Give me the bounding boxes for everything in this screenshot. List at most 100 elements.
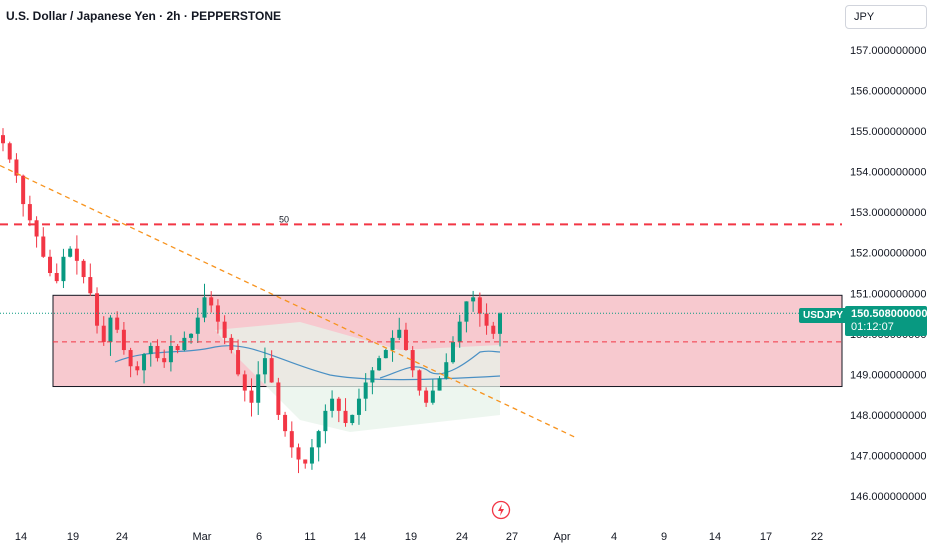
x-tick-label: 19 bbox=[405, 531, 417, 543]
x-tick-label: 11 bbox=[304, 531, 315, 543]
current-price-tag: 150.508000000 01:12:07 bbox=[845, 306, 927, 336]
x-tick-label: 4 bbox=[611, 531, 617, 543]
candle-body bbox=[289, 431, 294, 448]
candle-body bbox=[303, 459, 308, 464]
candle-body bbox=[27, 204, 32, 221]
y-tick-label: 154.000000000 bbox=[850, 167, 926, 179]
candle-body bbox=[323, 410, 328, 432]
candle-body bbox=[34, 220, 39, 237]
moving-average-fast bbox=[379, 350, 501, 379]
candle-body bbox=[377, 358, 382, 371]
symbol-tag: USDJPY bbox=[799, 308, 848, 323]
candle-body bbox=[417, 370, 422, 391]
candle-body bbox=[41, 236, 46, 257]
chart-title: U.S. Dollar / Japanese Yen · 2h · PEPPER… bbox=[6, 9, 281, 23]
x-axis: 14 19 24 Mar 6 11 14 19 24 27 Apr 4 9 14 17 22 bbox=[15, 531, 823, 543]
y-tick-label: 146.000000000 bbox=[850, 491, 926, 503]
candle-body bbox=[195, 317, 200, 334]
candle-body bbox=[189, 333, 194, 338]
y-tick-label: 156.000000000 bbox=[850, 86, 926, 98]
candle-body bbox=[7, 143, 12, 160]
candle-body bbox=[61, 256, 66, 282]
candle-body bbox=[444, 362, 449, 379]
level-label: 50 bbox=[279, 214, 289, 224]
trend-line bbox=[0, 164, 576, 438]
candle-body bbox=[430, 390, 435, 403]
candle-body bbox=[215, 305, 220, 322]
candle-body bbox=[202, 297, 207, 318]
candle-body bbox=[121, 329, 126, 351]
candle-body bbox=[54, 273, 59, 282]
candle-body bbox=[356, 398, 361, 415]
y-tick-label: 152.000000000 bbox=[850, 248, 926, 260]
candle-body bbox=[48, 256, 53, 273]
x-tick-label: 6 bbox=[256, 531, 262, 543]
y-tick-label: 149.000000000 bbox=[850, 369, 926, 381]
candle-body bbox=[128, 350, 133, 367]
candle-body bbox=[108, 317, 113, 342]
candle-body bbox=[363, 382, 368, 399]
candle-body bbox=[236, 350, 241, 375]
candle-body bbox=[88, 277, 93, 294]
y-axis: 157.000000000 156.000000000 155.000000000 1… bbox=[850, 45, 926, 503]
candle-body bbox=[95, 293, 100, 326]
lightning-icon[interactable] bbox=[491, 500, 511, 520]
candle-body bbox=[21, 175, 26, 205]
candle-body bbox=[256, 374, 261, 403]
y-tick-label: 151.000000000 bbox=[850, 288, 926, 300]
candle-body bbox=[276, 382, 281, 415]
x-tick-label: 14 bbox=[354, 531, 366, 543]
x-tick-label: 27 bbox=[506, 531, 518, 543]
candle-body bbox=[491, 325, 496, 334]
x-tick-label: 22 bbox=[811, 531, 823, 543]
candle-body bbox=[182, 337, 187, 351]
candle-body bbox=[68, 248, 73, 257]
candle-body bbox=[350, 414, 355, 424]
candle-body bbox=[229, 337, 234, 351]
y-tick-label: 157.000000000 bbox=[850, 45, 926, 57]
candle-body bbox=[81, 260, 86, 278]
candle-body bbox=[450, 341, 455, 363]
candle-body bbox=[249, 390, 254, 403]
candle-body bbox=[142, 354, 147, 371]
candle-body bbox=[14, 159, 19, 176]
candle-body bbox=[283, 414, 288, 432]
candle-body bbox=[74, 248, 79, 261]
candle-body bbox=[403, 329, 408, 351]
candle-body bbox=[168, 345, 173, 363]
candle-body bbox=[498, 313, 502, 334]
candle-body bbox=[484, 313, 489, 326]
x-tick-label: 19 bbox=[67, 531, 79, 543]
x-tick-label: 24 bbox=[116, 531, 128, 543]
candle-body bbox=[115, 317, 120, 330]
bar-countdown: 01:12:07 bbox=[851, 321, 894, 333]
x-tick-label: 14 bbox=[15, 531, 27, 543]
x-tick-label: 9 bbox=[661, 531, 667, 543]
candle-body bbox=[101, 325, 106, 342]
candle-body bbox=[309, 447, 314, 464]
x-tick-label: 14 bbox=[709, 531, 721, 543]
x-tick-label: Apr bbox=[553, 531, 570, 543]
candle-body bbox=[222, 321, 227, 338]
x-tick-label: 17 bbox=[760, 531, 772, 543]
candle-body bbox=[424, 390, 429, 403]
candle-body bbox=[175, 345, 180, 351]
candle-body bbox=[262, 358, 267, 375]
candle-body bbox=[330, 398, 335, 411]
x-tick-label: Mar bbox=[193, 531, 212, 543]
candle-body bbox=[148, 345, 153, 355]
candle-body bbox=[135, 366, 140, 371]
current-price: 150.508000000 bbox=[851, 308, 928, 320]
candle-body bbox=[410, 350, 415, 371]
y-tick-label: 148.000000000 bbox=[850, 410, 926, 422]
candle-body bbox=[269, 358, 274, 383]
candle-body bbox=[477, 297, 482, 314]
candle-body bbox=[464, 301, 469, 322]
currency-selector[interactable]: JPY bbox=[845, 5, 927, 29]
candle-body bbox=[471, 297, 476, 302]
candle-body bbox=[457, 321, 462, 342]
annotation-lines: 50 bbox=[0, 164, 842, 438]
candle-body bbox=[397, 329, 402, 338]
candle-body bbox=[383, 350, 388, 359]
